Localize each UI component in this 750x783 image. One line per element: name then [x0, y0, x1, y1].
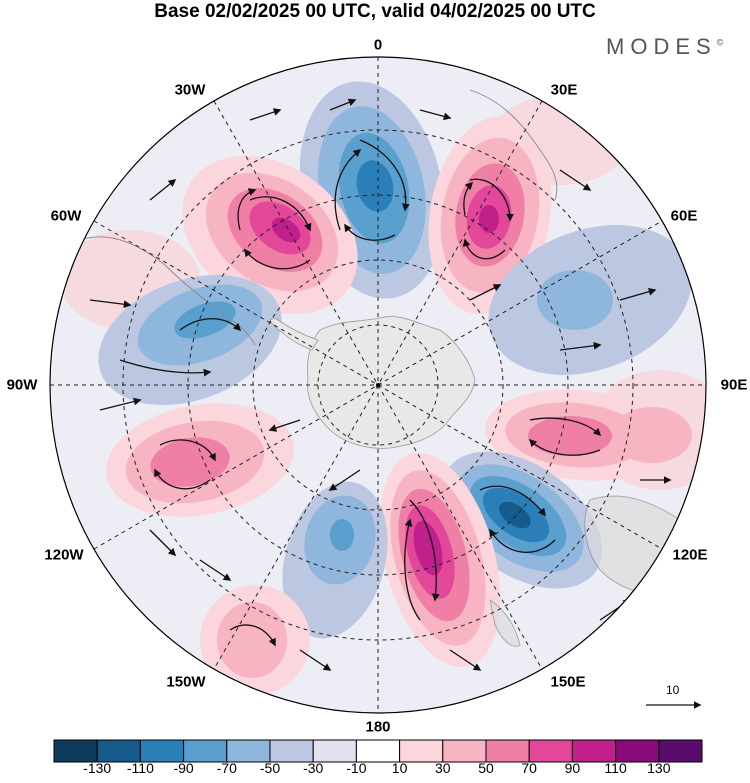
colorbar-tick-label: 90 [564, 760, 581, 776]
lon-label-180: 180 [365, 718, 391, 736]
colorbar-swatch [485, 739, 530, 763]
colorbar-tick-label: -110 [126, 760, 154, 776]
colorbar-swatch [615, 739, 660, 763]
copyright-mark: © [716, 37, 724, 48]
lon-label-30w: 30W [174, 81, 206, 99]
colorbar-tick-label: 30 [435, 760, 451, 776]
colorbar-swatch [442, 739, 487, 763]
colorbar-tick-label: 10 [391, 760, 408, 776]
colorbar-tick-label: -70 [216, 760, 237, 776]
colorbar-swatch [226, 739, 271, 763]
lon-label-90e: 90E [720, 376, 748, 394]
new-zealand [489, 599, 521, 647]
south-america [79, 236, 256, 346]
colorbar-swatch [183, 739, 228, 763]
colorbar-tick-label: -30 [303, 760, 324, 776]
lon-label-120w: 120W [44, 546, 84, 564]
colorbar-swatch [269, 739, 314, 763]
anomaly-positive-southwest [200, 585, 310, 695]
modes-logo: MODES© [606, 34, 723, 60]
brand-text: MODES [606, 34, 717, 59]
colorbar-swatch [355, 739, 401, 763]
reference-vector-label: 10 [666, 683, 680, 697]
lon-label-90w: 90W [6, 376, 38, 394]
colorbar-swatch [399, 739, 444, 763]
map-title: Base 02/02/2025 00 UTC, valid 04/02/2025… [154, 1, 596, 22]
colorbar-tick-label: -130 [83, 760, 112, 776]
colorbar-tick-label: -90 [173, 760, 194, 776]
lon-label-120e: 120E [672, 546, 708, 564]
colorbar [53, 739, 703, 763]
map-border [49, 56, 707, 714]
colorbar-tick-label: -50 [259, 760, 281, 776]
lon-label-60e: 60E [670, 207, 698, 225]
africa [469, 89, 558, 201]
lon-label-30e: 30E [550, 81, 578, 99]
colorbar-swatch [96, 739, 141, 763]
lon-label-150w: 150W [166, 673, 206, 691]
anomaly-negative-east [488, 225, 692, 375]
anomaly-field [50, 57, 706, 713]
colorbar-swatch [571, 739, 617, 763]
colorbar-tick-label: -10 [346, 760, 367, 776]
colorbar-tick-label: 110 [604, 760, 627, 776]
anomaly-positive-west [105, 403, 295, 517]
colorbar-swatch [528, 739, 573, 763]
colorbar-swatch [658, 739, 703, 763]
lon-label-150e: 150E [550, 673, 586, 691]
anomaly-negative-south [282, 481, 388, 639]
colorbar-swatch [312, 739, 357, 763]
anomaly-negative-west [98, 274, 282, 406]
colorbar-swatch [53, 739, 98, 763]
anomaly-positive-east [485, 389, 692, 481]
colorbar-tick-label: 50 [478, 760, 494, 776]
antarctic-peninsula [269, 317, 319, 351]
antarctica [307, 316, 476, 449]
colorbar-tick-label: 130 [647, 760, 671, 776]
lon-label-60w: 60W [50, 207, 82, 225]
colorbar-tick-label: 70 [521, 760, 537, 776]
wind-vectors [89, 98, 672, 671]
lon-label-0: 0 [373, 36, 383, 54]
colorbar-swatch [139, 739, 185, 763]
